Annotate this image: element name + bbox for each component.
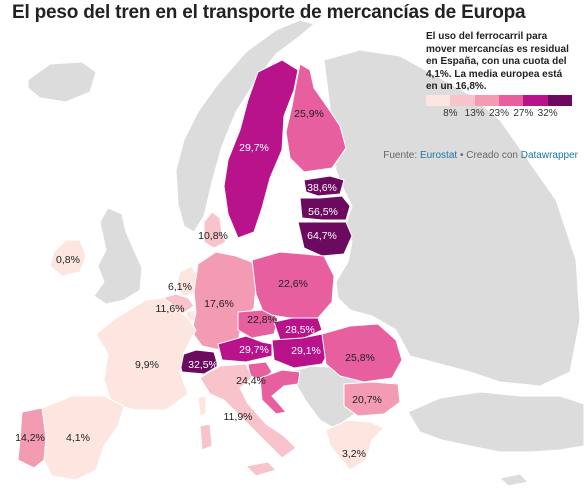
country-label-netherlands: 6,1% — [168, 281, 192, 293]
legend-tick: 13% — [465, 108, 485, 119]
country-label-portugal: 14,2% — [15, 432, 45, 444]
country-label-greece: 3,2% — [342, 448, 366, 460]
country-label-finland: 25,9% — [294, 108, 324, 120]
country-label-switzerland: 32,5% — [188, 359, 218, 371]
sardinia-shape — [200, 424, 212, 450]
legend-ticks: 8% 13% 23% 27% 32% — [426, 108, 572, 122]
page-title: El peso del tren en el transporte de mer… — [12, 2, 525, 24]
country-label-spain: 4,1% — [66, 432, 90, 444]
country-label-ireland: 0,8% — [56, 254, 80, 266]
source-link-datawrapper[interactable]: Datawrapper — [521, 150, 578, 161]
country-label-slovakia: 28,5% — [285, 324, 315, 336]
turkey-shape — [408, 392, 584, 452]
legend-swatch — [548, 95, 572, 106]
legend-tick: 8% — [443, 108, 457, 119]
country-label-sweden: 29,7% — [239, 142, 269, 154]
source-prefix: Fuente: — [383, 150, 420, 161]
legend-tick: 32% — [538, 108, 558, 119]
sicily-shape — [246, 462, 276, 476]
great-britain-shape — [94, 208, 142, 304]
croatia-shape — [260, 370, 300, 414]
country-label-latvia: 56,5% — [308, 206, 338, 218]
legend-tick: 27% — [513, 108, 533, 119]
source-separator: • Creado con — [457, 150, 521, 161]
legend-swatch — [499, 95, 523, 106]
country-label-estonia: 38,6% — [307, 182, 337, 194]
source-line: Fuente: Eurostat • Creado con Datawrappe… — [383, 150, 578, 161]
legend-swatch — [426, 95, 450, 106]
cyprus-shape — [500, 474, 528, 486]
country-label-france: 9,9% — [135, 359, 159, 371]
greece-shape — [326, 420, 384, 470]
country-label-italy: 11,9% — [224, 411, 253, 423]
country-label-romania: 25,8% — [345, 352, 375, 364]
country-label-belgium: 11,6% — [156, 303, 185, 315]
color-legend: 8% 13% 23% 27% 32% — [426, 95, 572, 122]
country-label-germany: 17,6% — [204, 298, 234, 310]
country-label-denmark: 10,8% — [198, 230, 228, 242]
corsica-shape — [198, 396, 206, 416]
country-label-austria: 29,7% — [239, 344, 269, 356]
country-label-slovenia: 24,4% — [236, 375, 266, 387]
legend-color-bar — [426, 95, 572, 106]
country-label-hungary: 29,1% — [291, 345, 321, 357]
iceland-shape — [28, 62, 96, 102]
country-label-czechia: 22,8% — [247, 314, 277, 326]
legend-tick: 23% — [489, 108, 509, 119]
legend-swatch — [450, 95, 474, 106]
country-label-lithuania: 64,7% — [307, 230, 337, 242]
legend-swatch — [475, 95, 499, 106]
country-label-poland: 22,6% — [278, 278, 308, 290]
legend-swatch — [523, 95, 547, 106]
chart-note: El uso del ferrocarril para mover mercan… — [426, 31, 576, 94]
source-link-eurostat[interactable]: Eurostat — [420, 150, 457, 161]
country-label-bulgaria: 20,7% — [352, 394, 382, 406]
